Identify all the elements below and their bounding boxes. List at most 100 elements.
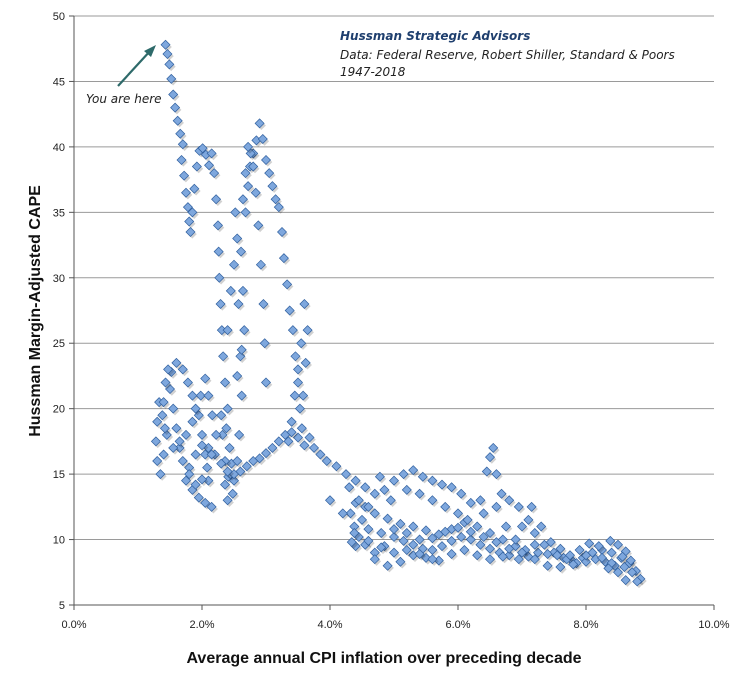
data-point	[465, 526, 476, 537]
data-point	[408, 521, 419, 532]
data-point	[427, 554, 438, 565]
data-point	[510, 541, 521, 552]
data-point	[427, 533, 438, 544]
data-point	[472, 550, 483, 561]
y-tick-label: 35	[53, 207, 65, 219]
data-point	[200, 373, 211, 384]
data-point	[197, 143, 208, 154]
data-point	[408, 539, 419, 550]
data-point	[286, 416, 297, 427]
data-point	[168, 403, 179, 414]
data-point	[248, 161, 259, 172]
data-point	[398, 535, 409, 546]
data-point	[363, 524, 374, 535]
data-point	[300, 357, 311, 368]
data-point	[166, 73, 177, 84]
data-point	[456, 488, 467, 499]
data-point	[510, 534, 521, 545]
y-tick-label: 50	[53, 11, 65, 23]
x-tick-label: 10.0%	[698, 619, 729, 631]
data-point	[287, 325, 298, 336]
data-point	[230, 207, 241, 218]
data-point	[187, 416, 198, 427]
data-point	[278, 253, 289, 264]
source-title: Hussman Strategic Advisors	[340, 29, 530, 43]
data-point	[184, 216, 195, 227]
data-point	[290, 351, 301, 362]
data-point	[155, 469, 166, 480]
data-point	[187, 390, 198, 401]
data-point	[213, 246, 224, 257]
tick-labels: 0.0% 2.0% 4.0% 6.0% 8.0% 10.0% 5 10 15 20 25 30 35 40…	[53, 11, 730, 631]
data-point	[401, 528, 412, 539]
data-point	[491, 469, 502, 480]
data-point	[299, 440, 310, 451]
data-point	[382, 513, 393, 524]
data-point	[293, 432, 303, 443]
data-point	[472, 521, 483, 532]
data-point	[417, 471, 428, 482]
data-point	[277, 226, 287, 237]
data-point	[182, 377, 193, 388]
data-point	[481, 466, 492, 477]
data-point	[315, 449, 326, 460]
data-point	[224, 442, 235, 453]
data-point	[294, 403, 305, 414]
data-point	[593, 541, 604, 552]
data-point	[526, 501, 537, 512]
data-point	[236, 246, 247, 257]
data-point	[273, 436, 284, 447]
data-point	[605, 535, 616, 546]
data-point	[408, 465, 419, 476]
data-point	[542, 560, 553, 571]
data-point	[309, 442, 319, 453]
data-point	[337, 508, 348, 519]
y-axis-title: Hussman Margin-Adjusted CAPE	[27, 185, 44, 437]
data-point	[213, 220, 223, 231]
data-point	[264, 168, 275, 179]
data-point	[389, 531, 399, 542]
data-point	[190, 403, 201, 414]
data-point	[485, 528, 495, 539]
data-point	[225, 285, 236, 296]
data-point	[236, 344, 247, 355]
data-point	[177, 364, 188, 375]
data-point	[437, 541, 447, 552]
data-point	[211, 194, 222, 205]
data-point	[401, 484, 412, 495]
data-point	[369, 554, 380, 565]
data-point	[168, 89, 179, 100]
data-point	[197, 474, 207, 485]
data-point	[234, 429, 245, 440]
data-point	[597, 552, 607, 563]
data-point	[453, 522, 463, 533]
data-point	[158, 449, 169, 460]
data-point	[414, 534, 425, 545]
data-point	[214, 272, 225, 283]
data-point	[440, 526, 451, 537]
data-point	[568, 559, 579, 570]
data-point	[475, 539, 486, 550]
data-point	[341, 469, 351, 480]
data-point	[179, 170, 190, 181]
data-point	[299, 298, 310, 309]
data-point	[496, 488, 507, 499]
data-point	[283, 436, 294, 447]
data-point	[529, 539, 540, 550]
data-point	[353, 495, 364, 506]
data-point	[220, 377, 231, 388]
data-point	[237, 194, 248, 205]
data-point	[165, 384, 175, 395]
data-point	[485, 543, 495, 554]
y-tick-label: 40	[53, 142, 65, 154]
data-point	[160, 377, 171, 388]
data-point	[190, 449, 201, 460]
data-point	[555, 543, 566, 554]
data-point	[465, 497, 476, 508]
you-are-here-arrow	[117, 45, 156, 87]
data-point	[193, 492, 204, 503]
data-point	[239, 325, 250, 336]
you-are-here-label: You are here	[86, 92, 162, 106]
data-point	[504, 495, 515, 506]
data-point	[240, 207, 251, 218]
